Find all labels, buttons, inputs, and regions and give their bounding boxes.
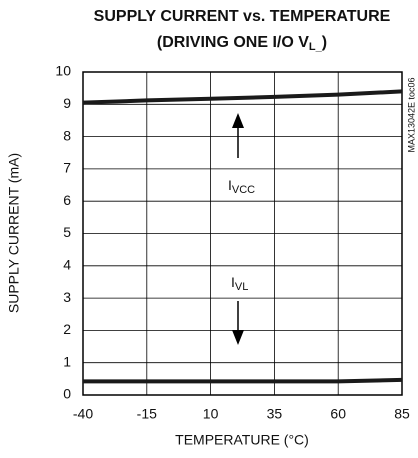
chart-title: SUPPLY CURRENT vs. TEMPERATURE [94,8,391,25]
subtitle-part: ) [322,34,327,51]
y-tick-label: 1 [63,353,71,369]
label-main: I [231,274,235,290]
subtitle-part: (DRIVING ONE I/O V [157,34,309,51]
y-tick-label: 5 [63,224,71,240]
x-tick-label: -40 [73,406,93,422]
y-tick-label: 9 [63,95,71,111]
label-sub: VL [235,281,248,293]
x-tick-label: 60 [330,406,346,422]
x-tick-label: -15 [137,406,157,422]
y-axis-title: SUPPLY CURRENT (mA) [6,153,22,313]
series-label: IVL [231,274,248,293]
y-tick-label: 7 [63,160,71,176]
series-label: IVCC [228,177,255,196]
y-tick-label: 2 [63,321,71,337]
y-tick-label: 8 [63,127,71,143]
series-line [83,377,403,384]
side-note: MAX13042E toc06 [406,77,416,152]
x-tick-label: 10 [203,406,219,422]
chart-subtitle: (DRIVING ONE I/O VL_) [157,34,327,53]
series-line [82,89,403,105]
label-main: I [228,177,232,193]
y-tick-label: 10 [55,63,71,79]
arrow-head [232,330,244,345]
x-tick-label: 35 [267,406,283,422]
plot-frame [82,71,403,396]
subtitle-sub: L_ [309,41,323,53]
arrow-head [232,113,244,128]
y-tick-label: 4 [63,257,71,273]
y-tick-label: 0 [63,386,71,402]
x-tick-label: 85 [394,406,410,422]
y-tick-label: 6 [63,192,71,208]
label-sub: VCC [232,184,255,196]
y-tick-label: 3 [63,289,71,305]
x-axis-title: TEMPERATURE (°C) [175,432,309,448]
